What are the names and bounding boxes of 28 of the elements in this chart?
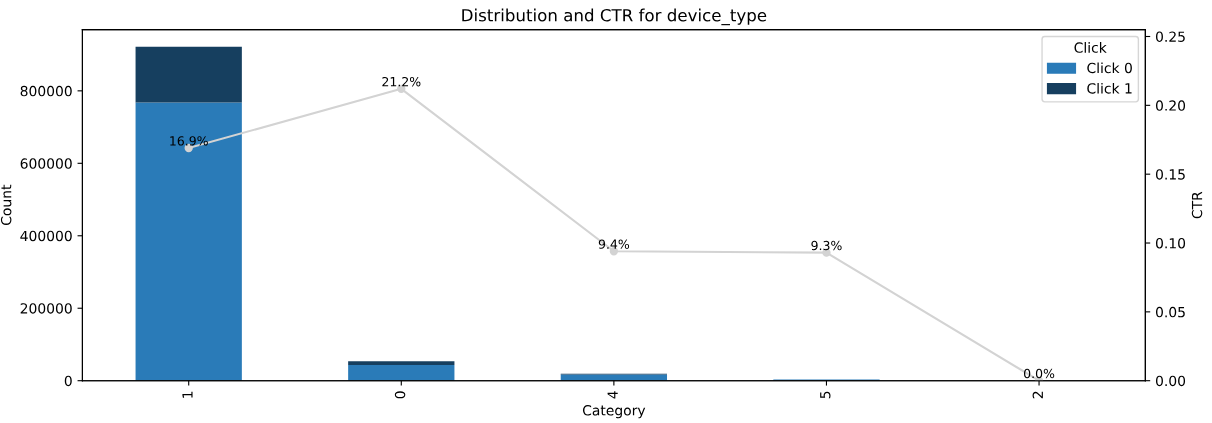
y-tick-label: 600000 <box>20 158 72 169</box>
data-label: 16.9% <box>170 136 208 146</box>
x-tick-label: 5 <box>820 391 831 399</box>
y2-tick-label: 0.10 <box>1155 237 1186 249</box>
data-label: 9.3% <box>811 240 842 251</box>
data-label: 21.2% <box>382 76 421 87</box>
x-tick-label: 2 <box>1032 391 1043 399</box>
y2-tick-label: 0.20 <box>1155 100 1186 111</box>
y2-tick-label: 0.25 <box>1155 31 1185 42</box>
y2-axis-title: CTR <box>1191 191 1203 219</box>
x-tick-label: 4 <box>607 391 618 399</box>
x-tick-label: 0 <box>394 391 406 399</box>
x-axis-title: Category <box>582 405 646 419</box>
chart-title: Distribution and CTR for device_type <box>462 8 767 26</box>
y2-tick-label: 0.15 <box>1155 169 1185 180</box>
y-axis-title: Count <box>0 184 12 225</box>
y2-tick-label: 0.05 <box>1155 306 1185 318</box>
data-label: 9.4% <box>598 239 630 249</box>
legend-label: Click 1 <box>1087 82 1132 94</box>
y-tick-label: 800000 <box>20 85 72 97</box>
y-tick-label: 200000 <box>20 303 72 314</box>
legend-title: Click <box>1074 42 1107 53</box>
y-tick-label: 400000 <box>20 230 72 242</box>
x-tick-label: 1 <box>182 391 193 398</box>
data-label: 0.0% <box>1023 368 1055 379</box>
legend-label: Click 0 <box>1087 62 1132 74</box>
y-tick-label: 0 <box>64 375 72 387</box>
y2-tick-label: 0.00 <box>1155 375 1186 387</box>
